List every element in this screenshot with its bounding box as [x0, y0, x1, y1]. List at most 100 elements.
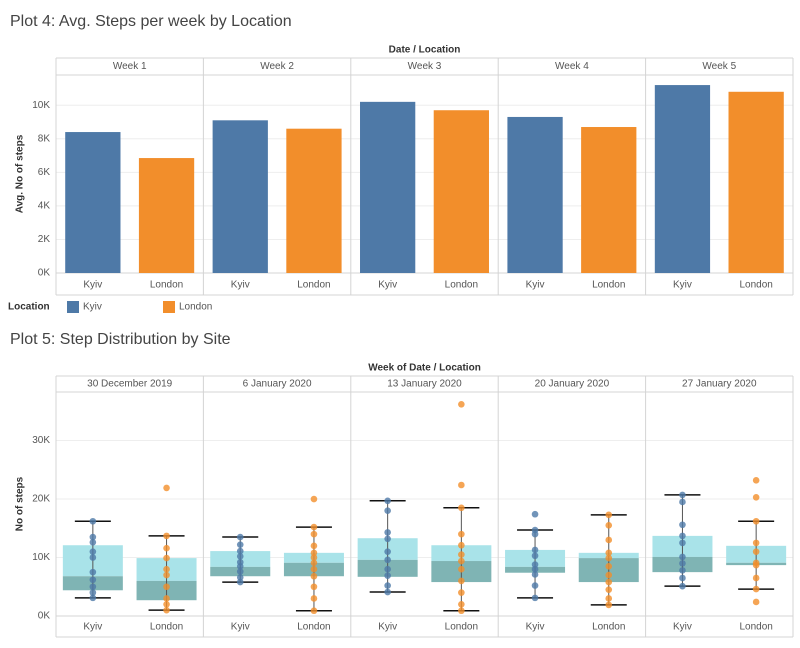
- bar: [360, 101, 416, 273]
- facet-title: Date / Location: [389, 45, 461, 56]
- point: [310, 523, 318, 531]
- point: [163, 583, 170, 591]
- x-tick-label: Kyiv: [526, 622, 545, 633]
- point: [531, 565, 539, 573]
- point: [605, 586, 613, 593]
- point: [458, 557, 465, 565]
- point: [458, 589, 465, 596]
- point: [163, 571, 170, 579]
- point: [605, 562, 613, 570]
- point: [605, 571, 613, 579]
- point: [605, 554, 613, 562]
- point: [384, 556, 391, 564]
- point: [679, 574, 686, 582]
- point: [458, 601, 465, 608]
- point: [310, 595, 318, 602]
- point: [310, 565, 318, 573]
- point: [310, 607, 318, 615]
- point: [605, 511, 613, 519]
- bar: [507, 116, 563, 273]
- bar: [65, 132, 121, 273]
- point: [89, 554, 97, 561]
- point: [752, 539, 760, 547]
- point: [458, 551, 465, 558]
- x-tick-label: Kyiv: [83, 280, 102, 291]
- point: [679, 582, 686, 590]
- facet-label: Week 5: [702, 61, 736, 72]
- point: [531, 510, 539, 518]
- point: [163, 606, 170, 614]
- point: [310, 554, 318, 561]
- legend-label: London: [179, 302, 212, 313]
- x-tick-label: London: [297, 280, 330, 291]
- point: [236, 574, 244, 581]
- chart-title: Plot 4: Avg. Steps per week by Location: [10, 13, 292, 30]
- point: [531, 546, 539, 554]
- bar: [581, 127, 637, 273]
- point: [89, 583, 97, 591]
- point: [384, 529, 391, 536]
- bar: [654, 85, 711, 273]
- point: [458, 400, 465, 408]
- point: [752, 585, 760, 593]
- point: [458, 530, 465, 538]
- y-tick-label: 10K: [32, 552, 50, 563]
- facet-label: Week 4: [555, 61, 589, 72]
- x-tick-label: London: [445, 622, 478, 633]
- point: [236, 578, 244, 586]
- point: [384, 535, 391, 543]
- facet-label: Week 1: [113, 61, 147, 72]
- point: [679, 539, 686, 547]
- x-tick-label: London: [592, 622, 625, 633]
- x-tick-label: Kyiv: [378, 622, 397, 633]
- point: [310, 495, 318, 503]
- point: [236, 553, 244, 560]
- y-tick-label: 30K: [32, 435, 50, 446]
- y-axis-title: No of steps: [15, 476, 26, 531]
- point: [310, 542, 318, 550]
- x-tick-label: Kyiv: [673, 280, 692, 291]
- point: [605, 595, 613, 602]
- point: [236, 533, 244, 541]
- point: [605, 578, 613, 586]
- y-tick-label: 4K: [38, 201, 51, 212]
- facet-label: 30 December 2019: [87, 379, 172, 390]
- point: [752, 517, 760, 525]
- point: [458, 541, 465, 549]
- y-tick-label: 6K: [38, 167, 51, 178]
- point: [531, 530, 539, 538]
- point: [236, 541, 244, 548]
- point: [679, 532, 686, 540]
- point: [679, 567, 686, 574]
- y-tick-label: 10K: [32, 100, 50, 111]
- point: [89, 539, 97, 546]
- point: [679, 553, 686, 561]
- point: [605, 549, 613, 557]
- facet-label: 6 January 2020: [243, 379, 312, 390]
- x-tick-label: Kyiv: [231, 280, 250, 291]
- point: [458, 607, 465, 615]
- point: [89, 589, 97, 596]
- point: [384, 565, 391, 573]
- point: [458, 577, 465, 585]
- point: [531, 582, 539, 589]
- point: [163, 601, 170, 608]
- x-tick-label: London: [739, 280, 772, 291]
- x-tick-label: London: [445, 280, 478, 291]
- point: [384, 497, 391, 505]
- point: [163, 484, 170, 492]
- point: [310, 572, 318, 580]
- point: [310, 549, 318, 557]
- point: [531, 561, 539, 568]
- x-tick-label: London: [150, 280, 183, 291]
- point: [605, 536, 613, 544]
- bar: [728, 91, 784, 273]
- point: [384, 548, 391, 555]
- point: [679, 560, 686, 567]
- point: [752, 477, 760, 484]
- point: [384, 588, 391, 596]
- y-tick-label: 8K: [38, 133, 51, 144]
- point: [310, 559, 318, 567]
- facet-label: Week 3: [408, 61, 442, 72]
- y-axis-title: Avg. No of steps: [15, 134, 26, 213]
